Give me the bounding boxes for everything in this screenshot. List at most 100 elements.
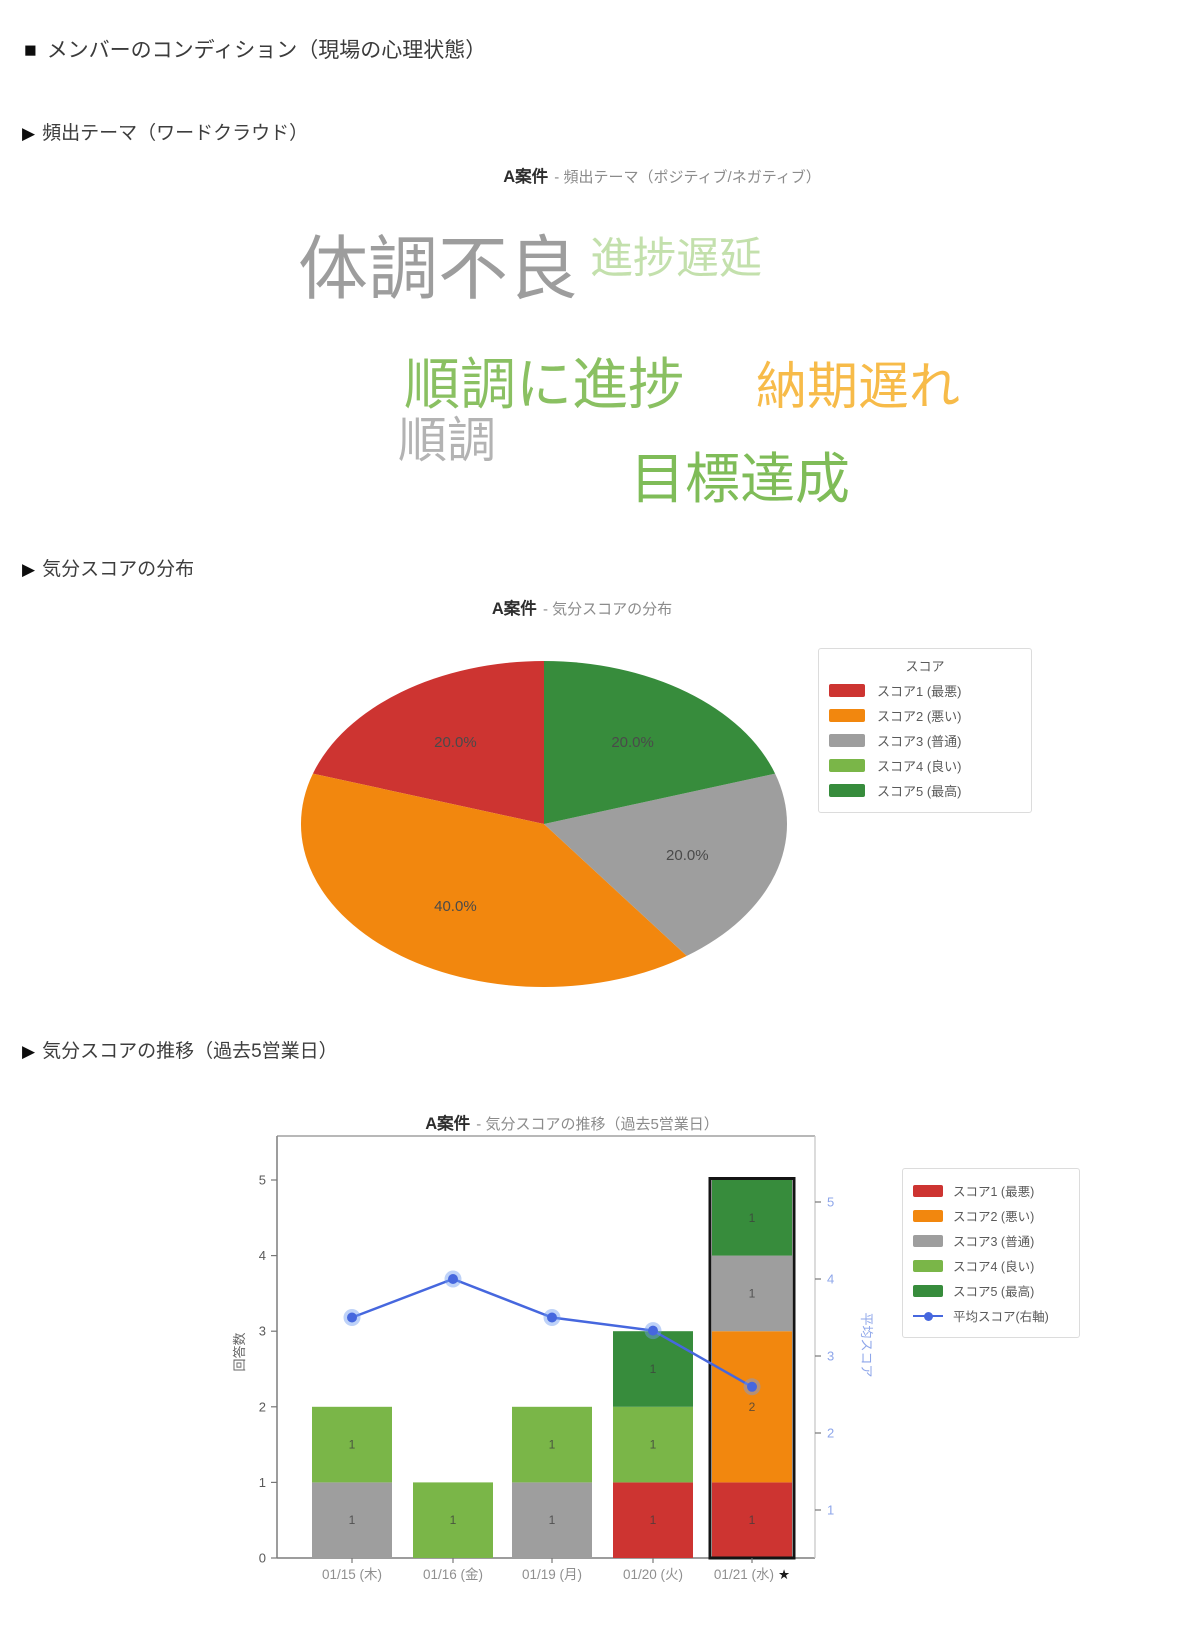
trend-title: A案件 - 気分スコアの推移（過去5営業日） (425, 1110, 719, 1134)
section-heading-wordcloud: ▶ 頻出テーマ（ワードクラウド） (22, 118, 308, 145)
bar-segment-count: 1 (549, 1513, 556, 1527)
bar-segment (712, 1255, 792, 1332)
pie-slice-label: 20.0% (611, 734, 654, 751)
trend-legend-row: スコア3 (普通) (913, 1231, 1069, 1250)
section-heading-text: 気分スコアの分布 (42, 559, 195, 580)
left-tick-label: 2 (259, 1399, 266, 1414)
left-axis-title: 回答数 (232, 1332, 247, 1371)
pie-legend-row: スコア4 (良い) (829, 756, 1021, 775)
legend-swatch-icon (913, 1184, 943, 1197)
left-tick-label: 1 (259, 1475, 266, 1490)
bar-segment-count: 2 (749, 1400, 756, 1414)
right-tick-label: 4 (827, 1272, 834, 1287)
trend-title-project: A案件 (425, 1115, 471, 1133)
triangle-icon: ▶ (22, 124, 36, 143)
star-icon: ★ (778, 1567, 790, 1582)
legend-label: スコア1 (最悪) (877, 684, 962, 699)
wordcloud-word: 体調不良 (298, 230, 578, 308)
pie-slice (312, 661, 544, 824)
pie-legend: スコア スコア1 (最悪) スコア2 (悪い) スコア3 (普通) スコア4 (良い)… (818, 648, 1032, 813)
legend-label: スコア3 (普通) (877, 734, 962, 749)
bar-segment-count: 1 (450, 1513, 457, 1527)
pie-legend-row: スコア2 (悪い) (829, 706, 1021, 725)
bar-segment (413, 1482, 493, 1558)
triangle-icon: ▶ (22, 1042, 36, 1061)
legend-swatch-icon (829, 734, 865, 747)
bar-segment (712, 1482, 792, 1558)
black-square-icon: ■ (24, 39, 37, 62)
bar-segment (312, 1406, 392, 1483)
section-heading-pie: ▶ 気分スコアの分布 (22, 554, 194, 581)
line-marker-icon (913, 1310, 943, 1322)
wordcloud-word: 進捗遅延 (590, 235, 762, 283)
right-tick-label: 2 (827, 1426, 834, 1441)
pie-chart: 20.0% 40.0% 20.0% 20.0% (300, 661, 788, 988)
legend-swatch-icon (913, 1259, 943, 1272)
x-tick-label: 01/15 (木) (322, 1567, 382, 1582)
x-tick-label: 01/16 (金) (423, 1567, 483, 1582)
legend-label: スコア1 (最悪) (953, 1185, 1035, 1199)
section-heading-text: 気分スコアの推移（過去5営業日） (42, 1041, 338, 1062)
pie-slice-label: 20.0% (666, 847, 709, 864)
left-tick-label: 5 (259, 1173, 266, 1188)
wordcloud-word: 目標達成 (630, 448, 851, 510)
pie-slice-label: 20.0% (434, 734, 477, 751)
pie-legend-row: スコア1 (最悪) (829, 681, 1021, 700)
line-marker (648, 1325, 658, 1336)
pie-title-rest: - 気分スコアの分布 (538, 601, 673, 618)
right-tick-label: 5 (827, 1195, 834, 1210)
line-marker (547, 1312, 557, 1323)
wordcloud-word: 順調に進捗 (404, 353, 684, 416)
pie-slice-label: 40.0% (434, 898, 477, 915)
page-title-text: メンバーのコンディション（現場の心理状態） (46, 39, 487, 62)
left-tick-label: 3 (259, 1324, 266, 1339)
legend-label: スコア2 (悪い) (953, 1210, 1035, 1224)
trend-legend-row-line: 平均スコア(右軸) (913, 1306, 1069, 1325)
bar-segment-count: 1 (650, 1513, 657, 1527)
left-tick-label: 4 (259, 1248, 266, 1263)
line-marker (448, 1274, 458, 1284)
pie-slice (544, 773, 788, 956)
trend-title-rest: - 気分スコアの推移（過去5営業日） (472, 1116, 719, 1133)
pie-legend-row: スコア3 (普通) (829, 731, 1021, 750)
legend-swatch-icon (913, 1234, 943, 1247)
line-dot-icon (924, 1311, 933, 1321)
bar-segment-count: 1 (549, 1438, 556, 1452)
right-axis-title: 平均スコア (859, 1312, 874, 1377)
bar-segment (613, 1482, 693, 1558)
bar-segment (712, 1180, 792, 1256)
bar-segment (613, 1406, 693, 1483)
legend-swatch-icon (829, 684, 865, 697)
legend-label: スコア3 (普通) (953, 1235, 1035, 1249)
bar-segment (512, 1482, 592, 1558)
legend-label: スコア5 (最高) (953, 1285, 1035, 1299)
legend-label: 平均スコア(右軸) (953, 1310, 1049, 1324)
bar-segment (312, 1482, 392, 1558)
trend-legend-row: スコア5 (最高) (913, 1281, 1069, 1300)
bar-segment-count: 1 (749, 1211, 756, 1225)
bar-segment-count: 1 (749, 1513, 756, 1527)
pie-legend-title: スコア (905, 659, 945, 674)
legend-swatch-icon (829, 759, 865, 772)
trend-legend-row: スコア1 (最悪) (913, 1181, 1069, 1200)
pie-slice (544, 661, 776, 824)
left-tick-label: 0 (259, 1551, 266, 1566)
right-tick-label: 3 (827, 1349, 834, 1364)
trend-legend-row: スコア4 (良い) (913, 1256, 1069, 1275)
right-tick-label: 1 (827, 1503, 834, 1518)
legend-swatch-icon (829, 709, 865, 722)
bar-segment-count: 1 (349, 1438, 356, 1452)
trend-legend: スコア1 (最悪) スコア2 (悪い) スコア3 (普通) スコア4 (良い) スコア5… (902, 1168, 1080, 1338)
section-heading-text: 頻出テーマ（ワードクラウド） (42, 123, 309, 144)
legend-label: スコア4 (良い) (877, 759, 962, 774)
trend-legend-row: スコア2 (悪い) (913, 1206, 1069, 1225)
bar-segment-count: 1 (749, 1286, 756, 1300)
legend-swatch-icon (913, 1209, 943, 1222)
x-tick-label: 01/19 (月) (522, 1567, 582, 1582)
wordcloud-title-project: A案件 (503, 168, 549, 186)
wordcloud-word: 順調 (398, 414, 497, 468)
trend-chart: 1 1 1 1 1 1 1 1 1 2 1 1 0 1 2 3 4 5 1 2 3 4 5 01/15 (木) 01/16 (金… (232, 1135, 874, 1582)
bar-segment-count: 1 (650, 1438, 657, 1452)
legend-label: スコア2 (悪い) (877, 709, 962, 724)
